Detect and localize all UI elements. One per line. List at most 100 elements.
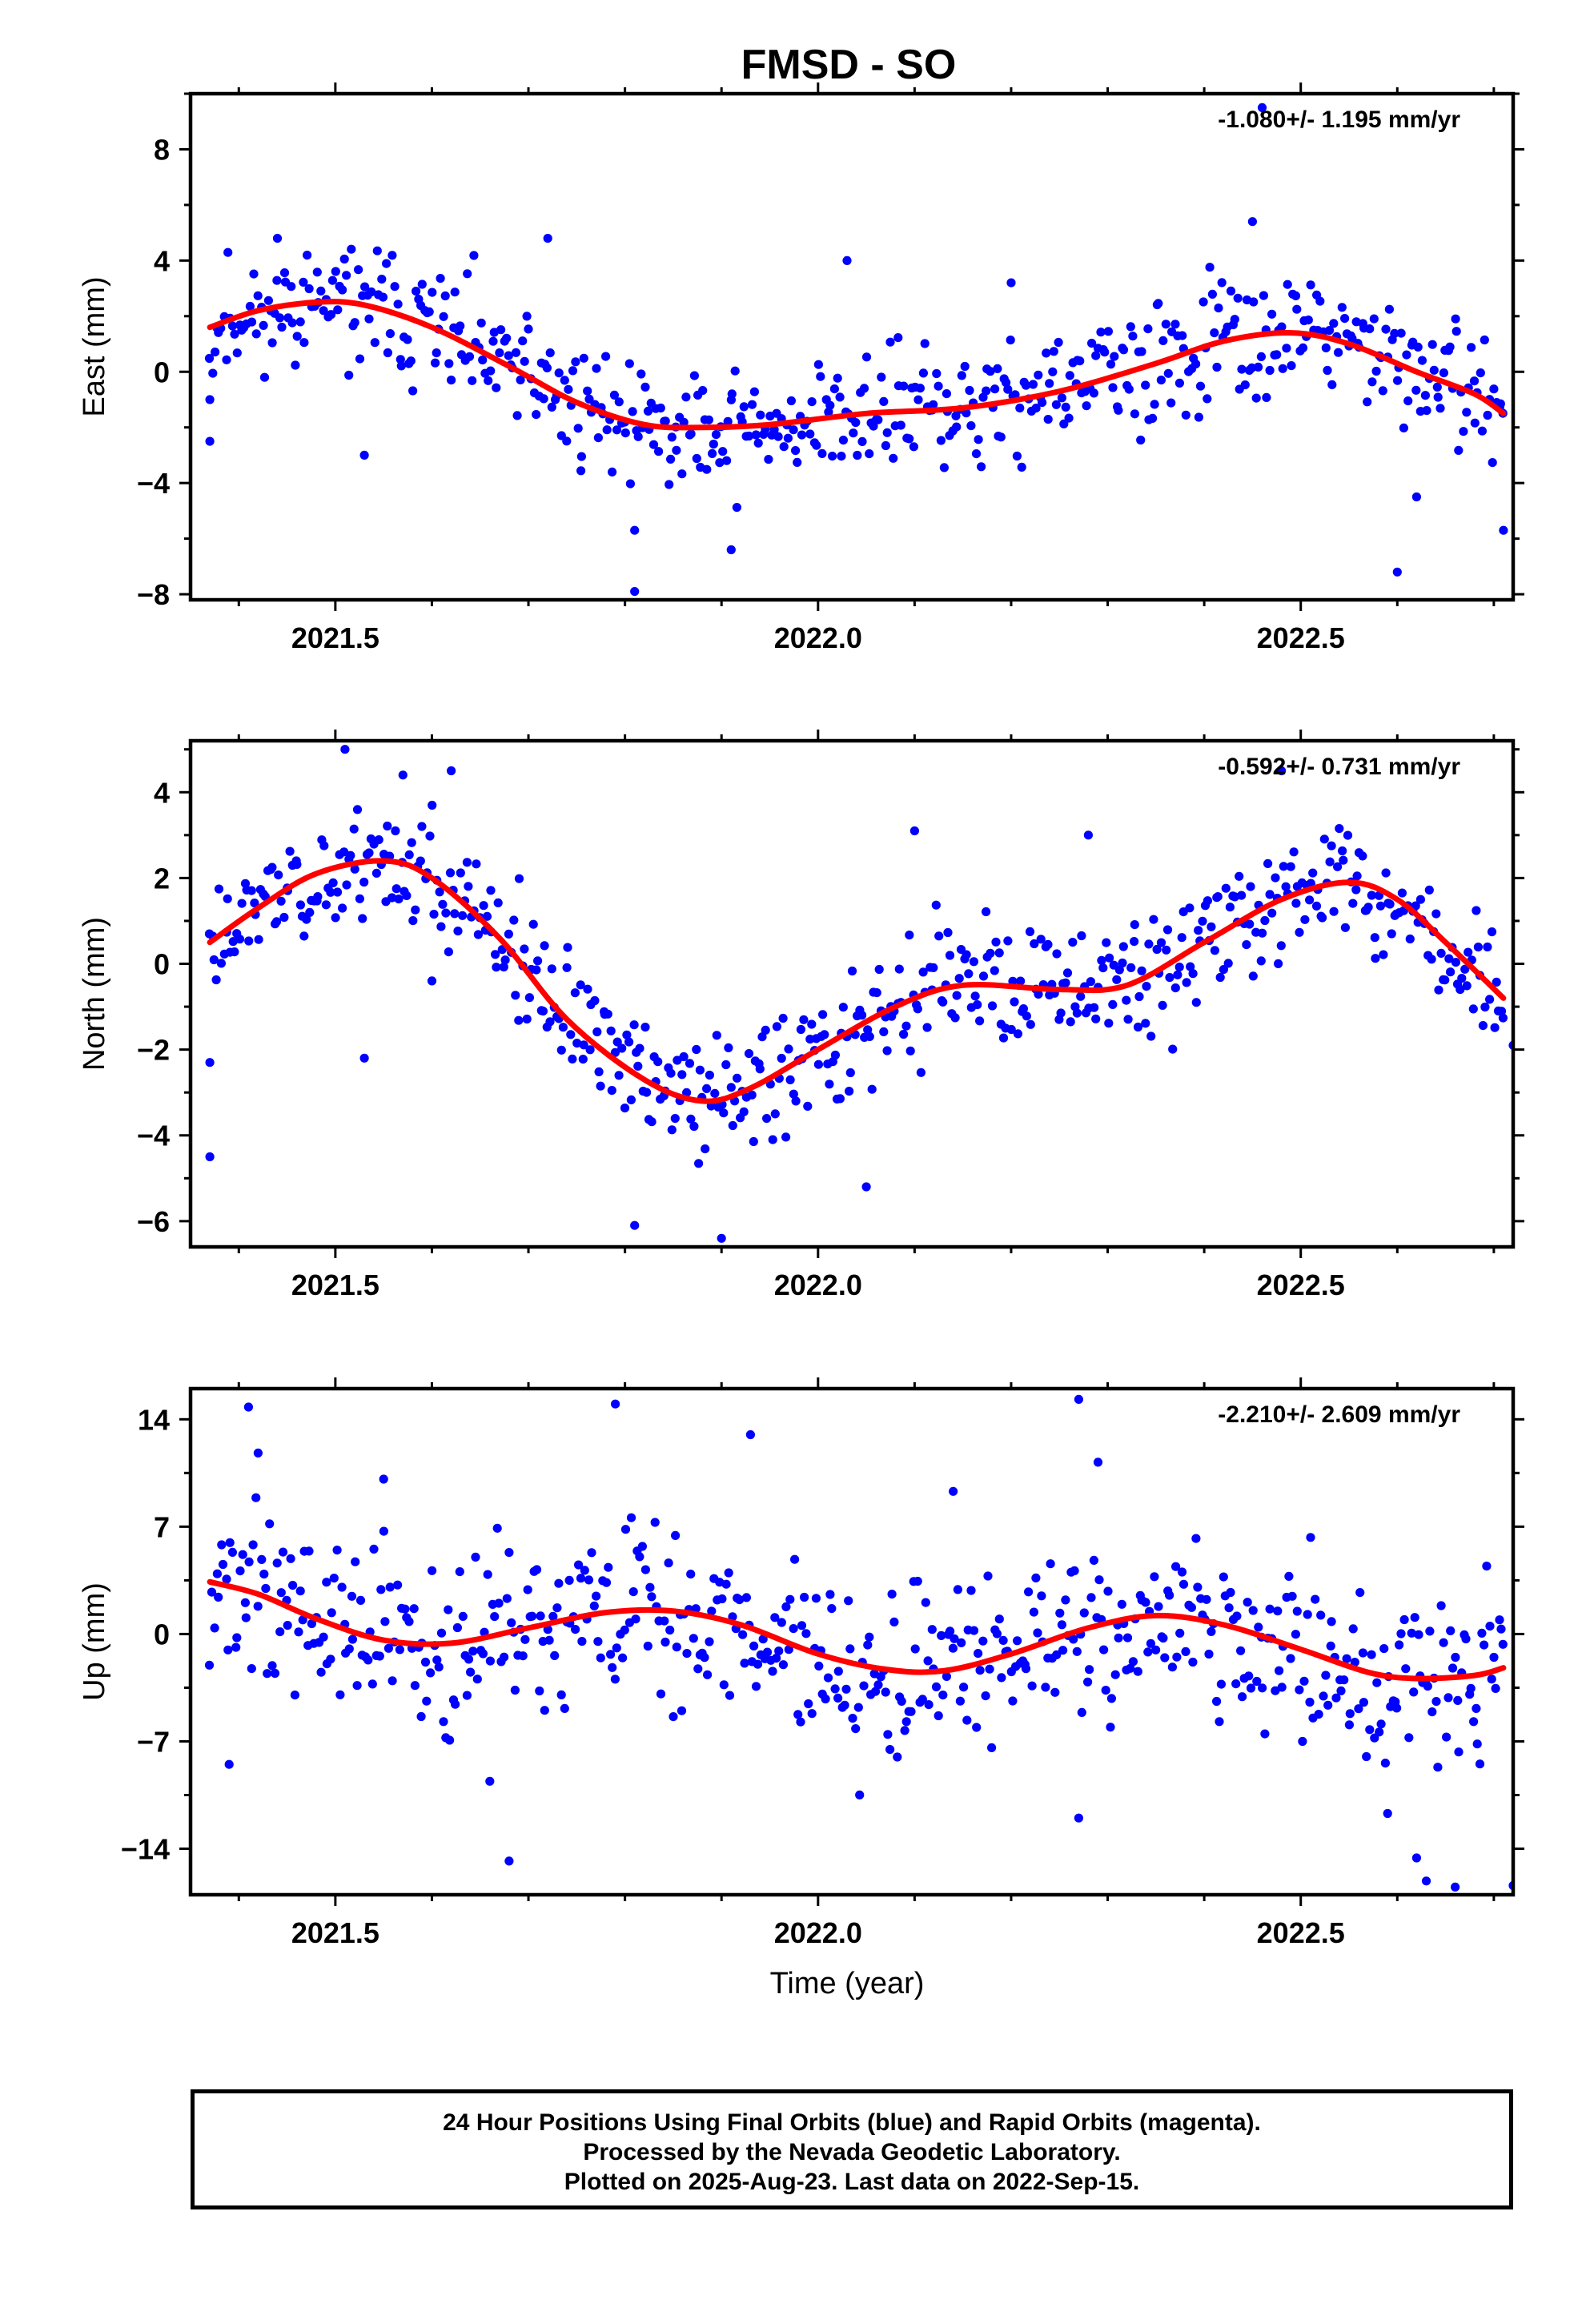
data-point bbox=[589, 1601, 599, 1610]
data-point bbox=[1223, 959, 1233, 968]
data-point bbox=[383, 821, 392, 831]
data-point bbox=[721, 1059, 731, 1070]
data-point bbox=[950, 1013, 960, 1023]
data-point bbox=[1041, 1683, 1050, 1692]
data-point bbox=[1409, 1687, 1419, 1697]
data-point bbox=[1421, 1876, 1431, 1886]
data-point bbox=[1015, 403, 1025, 413]
data-point bbox=[998, 1033, 1009, 1043]
data-point bbox=[1237, 891, 1247, 900]
data-point bbox=[428, 1566, 437, 1575]
data-point bbox=[1203, 896, 1212, 906]
data-point bbox=[1010, 390, 1020, 400]
data-point bbox=[1124, 384, 1134, 394]
data-point bbox=[893, 1752, 902, 1762]
data-point bbox=[406, 356, 416, 366]
data-point bbox=[344, 370, 354, 380]
data-point bbox=[807, 1709, 817, 1719]
data-point bbox=[295, 900, 305, 910]
data-point bbox=[458, 1611, 468, 1621]
data-point bbox=[319, 1632, 328, 1642]
data-point bbox=[630, 1220, 640, 1230]
data-point bbox=[797, 430, 807, 440]
data-point bbox=[974, 1649, 983, 1659]
data-point bbox=[758, 1634, 768, 1644]
data-point bbox=[472, 859, 481, 869]
data-point bbox=[545, 1017, 555, 1027]
data-point bbox=[1118, 958, 1127, 968]
data-point bbox=[514, 1015, 524, 1025]
data-point bbox=[1370, 933, 1379, 943]
data-point bbox=[576, 1574, 586, 1583]
data-point bbox=[666, 454, 676, 464]
data-point bbox=[1210, 946, 1219, 955]
data-point bbox=[1072, 1647, 1082, 1656]
data-point bbox=[823, 1673, 833, 1683]
data-point bbox=[762, 1647, 773, 1657]
data-point bbox=[1381, 324, 1391, 334]
data-point bbox=[416, 1711, 426, 1722]
data-point bbox=[1453, 1695, 1463, 1705]
data-point bbox=[338, 285, 347, 295]
data-point bbox=[1065, 371, 1074, 380]
data-point bbox=[689, 1634, 698, 1643]
data-point bbox=[629, 1020, 639, 1030]
data-point bbox=[865, 1031, 874, 1041]
data-point bbox=[1387, 929, 1396, 939]
data-point bbox=[253, 291, 263, 300]
y-tick-label: −2 bbox=[137, 1034, 170, 1067]
data-point bbox=[408, 916, 418, 926]
data-point bbox=[715, 458, 725, 468]
data-point bbox=[705, 1070, 715, 1080]
data-point bbox=[1295, 927, 1304, 937]
data-point bbox=[719, 1680, 729, 1690]
data-point bbox=[974, 435, 983, 444]
data-point bbox=[428, 287, 437, 297]
data-point bbox=[918, 368, 928, 378]
data-point bbox=[1182, 978, 1191, 987]
y-tick-label: 8 bbox=[154, 133, 170, 166]
data-point bbox=[954, 974, 964, 983]
data-point bbox=[439, 1717, 448, 1727]
data-point bbox=[1064, 413, 1074, 423]
data-point bbox=[938, 1691, 948, 1700]
data-point bbox=[601, 352, 611, 361]
data-point bbox=[1165, 973, 1174, 983]
data-point bbox=[628, 407, 637, 416]
data-point bbox=[1454, 445, 1464, 456]
data-point bbox=[1427, 340, 1437, 349]
data-point bbox=[432, 1655, 442, 1665]
data-point bbox=[1334, 348, 1343, 357]
data-point bbox=[1355, 1588, 1365, 1598]
data-point bbox=[1013, 1029, 1022, 1039]
data-point bbox=[1483, 942, 1492, 952]
data-point bbox=[407, 838, 416, 847]
data-point bbox=[524, 993, 535, 1003]
panel-1: 2021.5 2022.0 2022.5 8 4 0 −4 −8 East (mm) -1.080… bbox=[78, 82, 1524, 654]
data-point bbox=[408, 386, 418, 396]
data-point bbox=[322, 1578, 331, 1587]
data-point bbox=[1475, 1759, 1485, 1769]
data-point bbox=[350, 318, 359, 328]
y-tick-label: 0 bbox=[154, 1618, 170, 1651]
data-point bbox=[835, 1094, 845, 1104]
data-point bbox=[1472, 1703, 1481, 1713]
data-point bbox=[402, 891, 412, 900]
data-point bbox=[777, 1618, 786, 1627]
data-point bbox=[887, 1590, 897, 1599]
data-point bbox=[327, 1608, 336, 1618]
data-point bbox=[784, 1645, 793, 1655]
data-point bbox=[352, 805, 363, 814]
data-point bbox=[1106, 1694, 1116, 1703]
data-point bbox=[905, 931, 914, 940]
data-point bbox=[594, 1067, 604, 1076]
data-point bbox=[1436, 948, 1446, 958]
data-point bbox=[1446, 1626, 1456, 1635]
data-point bbox=[410, 1681, 420, 1691]
data-point bbox=[1476, 368, 1485, 378]
data-point bbox=[1191, 1534, 1201, 1543]
data-point bbox=[432, 348, 441, 358]
data-point bbox=[542, 363, 552, 372]
data-point bbox=[1331, 1693, 1341, 1703]
data-point bbox=[1162, 945, 1171, 955]
